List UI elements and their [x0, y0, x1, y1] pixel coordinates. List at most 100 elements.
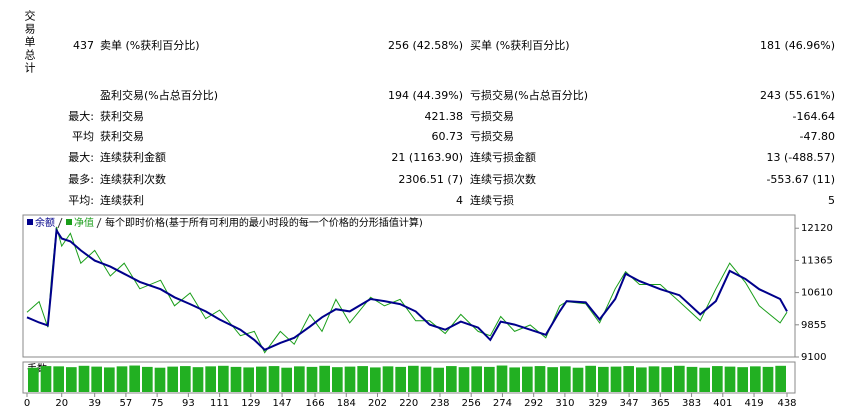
volume-bar	[66, 367, 77, 392]
volume-bar	[129, 365, 140, 392]
volume-bar	[458, 367, 470, 392]
stat-value: 256 (42.58%)	[387, 39, 463, 52]
volume-bar	[737, 367, 748, 392]
legend-swatch	[27, 219, 33, 225]
volume-bar	[192, 367, 204, 392]
x-tick-label: 129	[241, 398, 260, 409]
row-prefix: 平均	[72, 130, 94, 143]
volume-bar	[370, 367, 381, 392]
y-tick-label: 11365	[801, 255, 833, 266]
series-line	[26, 226, 788, 354]
volume-bar	[306, 366, 318, 392]
volume-bar	[205, 366, 216, 392]
y-tick-label: 12120	[801, 223, 833, 234]
x-tick-label: 20	[55, 398, 68, 409]
stat-value: 4	[456, 194, 463, 207]
volume-bar	[78, 365, 90, 392]
stat-name: 亏损交易	[470, 130, 514, 143]
x-tick-label: 256	[462, 398, 481, 409]
volume-bar	[230, 366, 242, 392]
volume-bar	[154, 367, 166, 392]
x-tick-label: 184	[337, 398, 356, 409]
volume-bar	[357, 366, 368, 392]
x-tick-label: 147	[273, 398, 292, 409]
x-tick-label: 93	[182, 398, 195, 409]
volume-bar	[53, 366, 64, 392]
volume-bar	[585, 365, 596, 392]
volume-bar	[243, 367, 254, 392]
volume-bar	[762, 366, 774, 392]
volume-bar	[712, 366, 723, 392]
volume-bar	[623, 366, 634, 392]
x-tick-label: 0	[24, 398, 30, 409]
volume-bar	[560, 366, 571, 392]
x-tick-label: 310	[555, 398, 574, 409]
volume-bar	[116, 366, 128, 392]
x-tick-label: 202	[368, 398, 387, 409]
volume-bar	[471, 366, 482, 392]
stat-name: 亏损交易	[470, 110, 514, 123]
volume-bar	[446, 366, 457, 392]
chart-subtitle: 每个即时价格(基于所有可利用的最小时段的每一个价格的分形插值计算)	[105, 216, 423, 229]
x-tick-label: 166	[305, 398, 324, 409]
volume-bar	[775, 365, 786, 392]
volume-bar	[91, 366, 102, 392]
legend-label: 净值	[74, 216, 94, 229]
volume-bar	[104, 367, 115, 392]
stat-value: -553.67 (11)	[766, 173, 835, 186]
x-tick-label: 274	[493, 398, 512, 409]
x-tick-label: 365	[651, 398, 670, 409]
volume-bar	[40, 366, 52, 392]
volume-bar	[382, 366, 394, 392]
volume-bar	[547, 367, 558, 392]
x-tick-label: 220	[399, 398, 418, 409]
row-prefix: 平均:	[68, 194, 94, 207]
y-tick-label: 9855	[801, 320, 826, 331]
volume-bar	[750, 366, 761, 392]
volume-bar	[610, 366, 622, 392]
stat-value: 2306.51 (7)	[398, 173, 463, 186]
volume-bar	[420, 366, 432, 392]
volume-bar	[344, 366, 356, 392]
x-tick-label: 329	[588, 398, 607, 409]
x-tick-label: 292	[524, 398, 543, 409]
stat-value: 181 (46.96%)	[759, 39, 835, 52]
stat-name: 盈利交易(%占总百分比)	[100, 89, 219, 102]
volume-bar	[180, 366, 191, 392]
stat-value: 194 (44.39%)	[387, 89, 463, 102]
stat-value: 243 (55.61%)	[759, 89, 835, 102]
y-tick-label: 10610	[801, 288, 833, 299]
row-prefix: 最多:	[68, 173, 94, 186]
volume-bar	[686, 366, 698, 392]
plot-frame	[22, 214, 796, 358]
row-prefix: 最大:	[68, 151, 94, 164]
volume-bar	[699, 367, 710, 392]
stat-value: 13 (-488.57)	[766, 151, 835, 164]
stat-name: 买单 (%获利百分比)	[470, 39, 570, 52]
y-tick-label: 9100	[801, 352, 826, 363]
stat-name: 连续获利	[100, 194, 144, 207]
stat-name: 连续获利金额	[100, 151, 166, 164]
legend-separator	[57, 217, 63, 229]
volume-bar	[256, 366, 267, 392]
legend-label: 余额	[35, 216, 55, 229]
volume-bar	[408, 365, 419, 392]
volume-bar	[268, 366, 280, 392]
series-line	[26, 227, 788, 351]
volume-bar	[395, 366, 406, 392]
x-tick-label: 57	[120, 398, 133, 409]
stat-name: 连续获利次数	[100, 173, 166, 186]
stat-name: 获利交易	[100, 110, 144, 123]
volume-bar	[319, 365, 330, 392]
volume-bar	[433, 367, 444, 392]
stat-name: 连续亏损金额	[470, 151, 536, 164]
volume-bar	[281, 367, 292, 392]
stat-value: -164.64	[792, 110, 835, 123]
side-label: 交易单总计	[23, 10, 36, 75]
stat-name: 亏损交易(%占总百分比)	[470, 89, 589, 102]
volume-bar	[294, 366, 305, 392]
x-tick-label: 401	[713, 398, 732, 409]
stat-name: 连续亏损次数	[470, 173, 536, 186]
x-tick-label: 238	[430, 398, 449, 409]
volume-bar	[598, 366, 609, 392]
